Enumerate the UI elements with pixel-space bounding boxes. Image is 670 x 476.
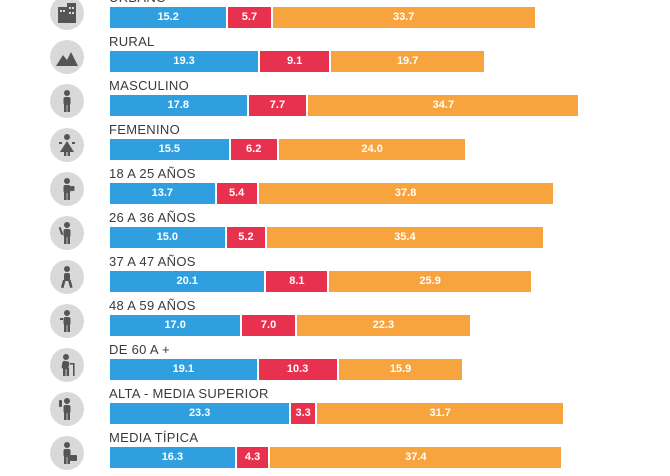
category-label: RURAL	[109, 34, 155, 49]
bar-segment-series-3: 34.7	[308, 95, 579, 116]
bar-segment-series-3: 37.4	[270, 447, 562, 468]
bar-segment-series-2: 9.1	[260, 51, 331, 72]
bar-segment-series-2: 3.3	[291, 403, 317, 424]
bar-segment-series-1: 19.3	[110, 51, 261, 72]
middle-class-person-icon	[50, 436, 84, 470]
chart-row: DE 60 A + 19.1 10.3 15.9	[0, 342, 670, 388]
bar-segment-series-2: 5.2	[226, 227, 268, 248]
chart-row: 48 A 59 AÑOS 17.0 7.0 22.3	[0, 298, 670, 344]
bar-segment-series-2: 7.0	[242, 315, 297, 336]
category-label: MASCULINO	[109, 78, 189, 93]
chart-row: MEDIA TÍPICA 16.3 4.3 37.4	[0, 430, 670, 476]
young-person-icon	[50, 172, 84, 206]
category-label: ALTA - MEDIA SUPERIOR	[109, 386, 269, 401]
category-label: MEDIA TÍPICA	[109, 430, 199, 445]
adult-person-icon	[50, 216, 84, 250]
bar-segment-series-1: 15.0	[110, 227, 227, 248]
bar-segment-series-3: 31.7	[316, 403, 564, 424]
category-label: 26 A 36 AÑOS	[109, 210, 196, 225]
bar-segment-series-2: 5.7	[228, 7, 273, 28]
bar-segment-series-1: 17.0	[110, 315, 243, 336]
category-label: 18 A 25 AÑOS	[109, 166, 196, 181]
bar-segment-series-3: 33.7	[272, 7, 535, 28]
woman-icon	[50, 128, 84, 162]
man-icon	[50, 84, 84, 118]
bar-segment-series-3: 35.4	[267, 227, 543, 248]
bar-segment-series-1: 15.5	[110, 139, 231, 160]
category-label: 37 A 47 AÑOS	[109, 254, 196, 269]
chart-row: RURAL 19.3 9.1 19.7	[0, 34, 670, 80]
chart-row: FEMENINO 15.5 6.2 24.0	[0, 122, 670, 168]
bar-segment-series-3: 22.3	[296, 315, 471, 336]
elderly-person-icon	[50, 348, 84, 382]
bar-segment-series-2: 10.3	[258, 359, 339, 380]
chart-row: ALTA - MEDIA SUPERIOR 23.3 3.3 31.7	[0, 386, 670, 432]
bar-segment-series-3: 19.7	[331, 51, 485, 72]
bar-segment-series-3: 37.8	[258, 183, 553, 204]
bar-segment-series-3: 15.9	[338, 359, 463, 380]
bar-segment-series-1: 15.2	[110, 7, 229, 28]
category-label: URBANO	[109, 0, 166, 5]
bar-segment-series-2: 4.3	[236, 447, 271, 468]
bar-segment-series-1: 16.3	[110, 447, 237, 468]
bar-segment-series-2: 6.2	[230, 139, 279, 160]
bar-segment-series-1: 19.1	[110, 359, 259, 380]
mountains-icon	[50, 40, 84, 74]
category-label: 48 A 59 AÑOS	[109, 298, 196, 313]
category-label: FEMENINO	[109, 122, 181, 137]
bar-segment-series-3: 24.0	[278, 139, 466, 160]
middle-aged-person-icon	[50, 304, 84, 338]
chart-row: 37 A 47 AÑOS 20.1 8.1 25.9	[0, 254, 670, 300]
building-icon	[50, 0, 84, 30]
bar-segment-series-1: 23.3	[110, 403, 292, 424]
bar-segment-series-3: 25.9	[329, 271, 531, 292]
upper-class-person-icon	[50, 392, 84, 426]
bar-segment-series-1: 20.1	[110, 271, 267, 292]
category-label: DE 60 A +	[109, 342, 170, 357]
chart-row: 18 A 25 AÑOS 13.7 5.4 37.8	[0, 166, 670, 212]
bar-segment-series-2: 8.1	[266, 271, 330, 292]
walking-person-icon	[50, 260, 84, 294]
chart-row: MASCULINO 17.8 7.7 34.7	[0, 78, 670, 124]
bar-segment-series-1: 17.8	[110, 95, 249, 116]
chart-row: URBANO 15.25.733.7	[0, 0, 670, 36]
bar-segment-series-1: 13.7	[110, 183, 217, 204]
bar-segment-series-2: 7.7	[248, 95, 309, 116]
bar-segment-series-2: 5.4	[216, 183, 259, 204]
chart-row: 26 A 36 AÑOS 15.0 5.2 35.4	[0, 210, 670, 256]
